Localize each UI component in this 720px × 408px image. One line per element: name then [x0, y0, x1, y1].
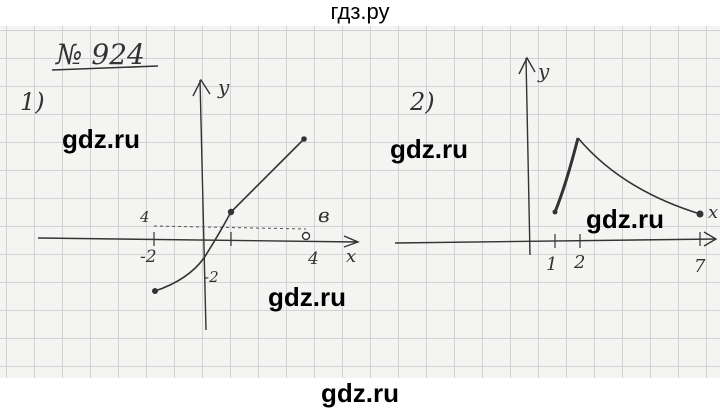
part1-x-axis [37, 237, 359, 243]
part2-x-label: x [708, 202, 718, 223]
part1-x-arrow-icon [343, 235, 360, 248]
part1-endpoint-right [301, 136, 307, 142]
part1-point-mid [227, 208, 235, 216]
part1-tick-label-4: 4 [307, 249, 319, 269]
watermark-1: gdz.ru [62, 124, 140, 154]
part2-graph: x y 1 2 7 [394, 56, 718, 277]
part2-label: 2) [409, 88, 435, 116]
part1-y-axis [199, 79, 207, 331]
part1-tick-label-x-minus2: -2 [140, 247, 157, 267]
problem-number-underline [51, 65, 159, 71]
watermark-4: gdz.ru [268, 282, 346, 312]
part2-y-label: y [537, 59, 550, 83]
part2-y-arrow-icon [518, 56, 536, 75]
part1-function-curve [154, 138, 305, 292]
part2-endpoint-right [696, 210, 704, 218]
part2-tick-label-2: 2 [573, 252, 585, 273]
part1-y-arrow-icon [192, 78, 211, 97]
part1-dashed-guide [153, 225, 307, 230]
part2-rising-branch [553, 137, 580, 213]
part1-point-label-v: в [318, 203, 330, 227]
part1-graph: x y -2 -2 4 4 в [37, 75, 360, 331]
part1-endpoint-left [152, 288, 158, 294]
watermark-3: gdz.ru [586, 204, 664, 234]
notebook-sheet [0, 26, 720, 378]
problem-number: № 924 [55, 38, 145, 71]
part2-tick-label-1: 1 [546, 254, 557, 275]
part2-endpoint-left [552, 209, 558, 215]
part1-x-label: x [346, 246, 356, 267]
part1-point-label-4: 4 [139, 208, 150, 226]
part2-falling-branch [577, 137, 701, 215]
part2-y-axis [525, 57, 531, 256]
part1-open-point [301, 231, 311, 241]
part1-tick-label-y-minus2: -2 [204, 268, 219, 286]
part2-tick-label-7: 7 [694, 256, 706, 277]
site-footer: gdz.ru [321, 378, 399, 408]
part2-x-arrow-icon [703, 231, 718, 247]
part1-label: 1) [20, 88, 45, 116]
site-header: гдз.ру [330, 0, 390, 24]
watermark-2: gdz.ru [390, 134, 468, 164]
part1-y-label: y [217, 75, 230, 99]
